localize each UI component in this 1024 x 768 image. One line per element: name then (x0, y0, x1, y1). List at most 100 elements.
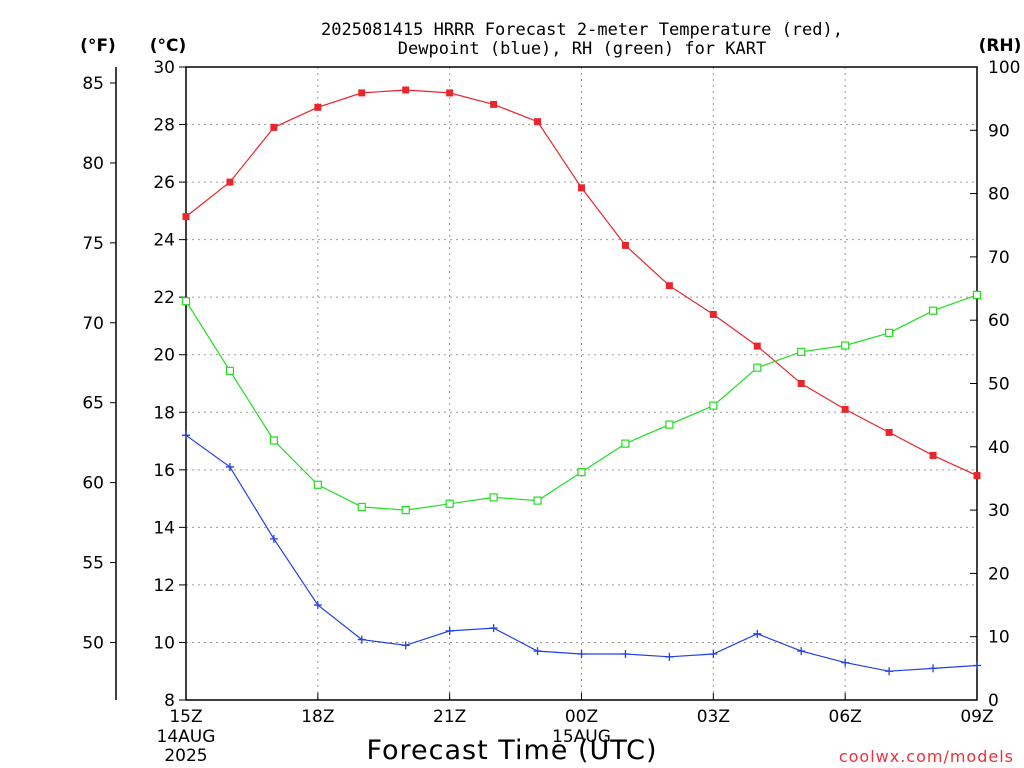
series-0 (182, 86, 981, 480)
data-point (797, 380, 805, 387)
date-label: 15AUG (552, 727, 611, 747)
celsius-tick-label: 30 (153, 58, 175, 78)
rh-tick-label: 40 (988, 438, 1010, 458)
fahrenheit-tick-label: 55 (82, 554, 104, 574)
data-point (182, 213, 190, 221)
celsius-unit-label: (°C) (150, 36, 187, 56)
data-point (753, 629, 762, 638)
fahrenheit-tick-label: 65 (82, 394, 104, 414)
rh-tick-label: 60 (988, 311, 1010, 331)
data-point (401, 506, 410, 515)
celsius-tick-label: 26 (153, 173, 175, 193)
data-point (621, 649, 630, 658)
chart-title: 2025081415 HRRR Forecast 2-meter Tempera… (321, 20, 843, 59)
data-point (270, 123, 278, 131)
data-point (181, 297, 191, 306)
fahrenheit-tick-label: 50 (82, 633, 104, 653)
data-point (358, 89, 366, 97)
data-point (665, 420, 674, 429)
chart-title-line-1: 2025081415 HRRR Forecast 2-meter Tempera… (321, 20, 843, 40)
celsius-tick-label: 28 (153, 116, 175, 136)
data-point (709, 401, 718, 410)
fahrenheit-tick-label: 60 (82, 474, 104, 494)
fahrenheit-tick-label: 80 (82, 154, 104, 174)
data-point (313, 601, 322, 610)
data-point (621, 439, 630, 448)
data-point (269, 436, 278, 445)
data-point (665, 652, 674, 661)
data-point (489, 624, 498, 633)
data-point (973, 472, 981, 480)
fahrenheit-tick-label: 75 (82, 234, 104, 254)
date-label: 14AUG (157, 727, 216, 747)
series (181, 86, 982, 676)
celsius-tick-label: 14 (153, 518, 175, 538)
data-point (797, 347, 806, 356)
data-point (401, 641, 410, 650)
x-tick-label: 21Z (433, 707, 466, 727)
rh-tick-label: 80 (988, 185, 1010, 205)
fahrenheit-tick-label: 70 (82, 314, 104, 334)
series-line (185, 89, 978, 477)
data-point (225, 366, 235, 375)
data-point (841, 658, 850, 667)
data-point (533, 647, 542, 656)
data-point (709, 310, 717, 318)
x-axis-label: Forecast Time (UTC) (366, 735, 657, 766)
data-point (929, 451, 937, 459)
data-point (445, 499, 454, 508)
fahrenheit-unit-label: (°F) (80, 36, 116, 56)
celsius-tick-label: 16 (153, 461, 175, 481)
data-point (841, 341, 850, 350)
data-point (490, 100, 498, 108)
plot-frame (185, 66, 978, 701)
x-tick-label: 03Z (697, 707, 730, 727)
data-point (665, 282, 673, 290)
chart-title-line-2: Dewpoint (blue), RH (green) for KART (398, 39, 766, 59)
credit-text: coolwx.com/models (839, 747, 1014, 766)
data-point (357, 502, 366, 512)
data-point (533, 496, 542, 505)
x-tick-label: 15Z (169, 707, 202, 727)
data-point (182, 431, 190, 440)
data-point (225, 462, 234, 471)
rh-tick-label: 20 (988, 564, 1010, 584)
data-point (534, 118, 542, 126)
data-point (753, 363, 762, 372)
data-point (357, 635, 366, 644)
series-2 (181, 290, 982, 515)
x-tick-label: 06Z (829, 707, 862, 727)
data-point (972, 290, 982, 299)
data-point (928, 306, 938, 315)
rh-tick-label: 100 (988, 58, 1020, 78)
data-point (402, 86, 410, 94)
gridlines (186, 67, 977, 700)
data-point (797, 647, 806, 656)
x-tick-label: 09Z (960, 707, 993, 727)
rh-tick-label: 0 (988, 691, 999, 711)
data-point (929, 664, 938, 673)
rh-tick-label: 90 (988, 121, 1010, 141)
rh-tick-label: 30 (988, 501, 1010, 521)
data-point (885, 328, 894, 337)
series-1 (182, 431, 981, 676)
celsius-tick-label: 22 (153, 288, 175, 308)
celsius-tick-label: 24 (153, 231, 175, 251)
rh-tick-label: 10 (988, 628, 1010, 648)
data-point (269, 534, 278, 543)
rh-unit-label: (RH) (979, 36, 1022, 56)
data-point (313, 480, 322, 489)
data-point (577, 468, 586, 477)
data-point (445, 626, 454, 635)
data-point (973, 661, 981, 670)
data-point (885, 428, 893, 436)
celsius-tick-label: 18 (153, 403, 175, 423)
data-point (577, 649, 586, 658)
data-point (885, 667, 894, 676)
data-point (314, 103, 322, 111)
data-point (489, 493, 498, 502)
celsius-tick-label: 12 (153, 576, 175, 596)
axes: 8 10 12 14 16 18 20 22 24 26 28 30 50 55 60 65 70 75 80 85 0… (82, 58, 1020, 766)
data-point (578, 184, 585, 192)
celsius-tick-label: 20 (153, 346, 175, 366)
